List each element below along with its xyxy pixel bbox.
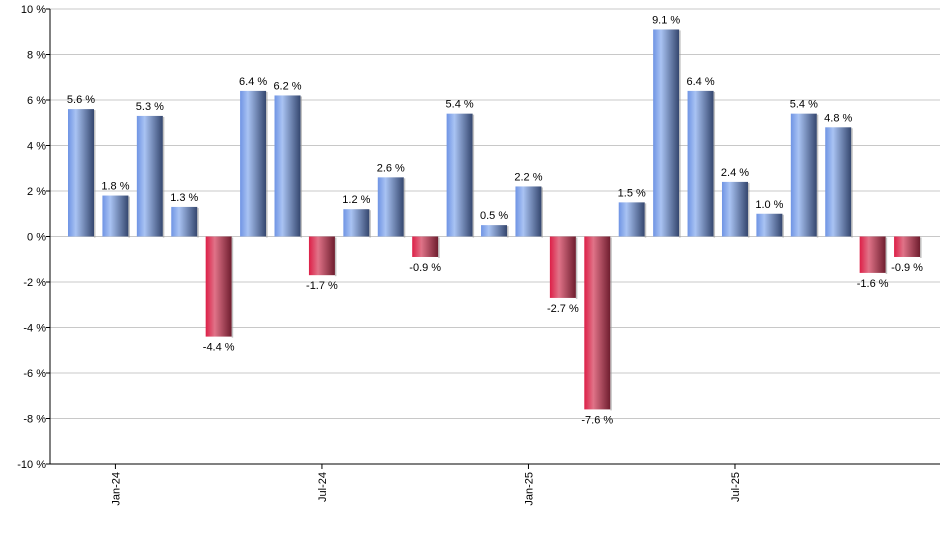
bar-shadow <box>507 226 509 238</box>
bar-Oct-24 <box>412 236 439 257</box>
y-tick-label: -8 % <box>23 414 46 426</box>
bar-shadow <box>472 114 475 238</box>
value-label: 5.4 % <box>446 99 474 111</box>
value-label: 1.2 % <box>342 194 370 206</box>
bar-Nov-25 <box>859 236 886 273</box>
value-label: 1.8 % <box>101 181 129 193</box>
bar-shadow <box>610 237 612 411</box>
value-label: -0.9 % <box>891 262 923 274</box>
bar-Dec-25 <box>894 236 921 257</box>
bar-Jul-24 <box>308 236 335 276</box>
value-label: -1.6 % <box>857 278 889 290</box>
value-label: -7.6 % <box>581 414 613 426</box>
value-label: 6.4 % <box>239 76 267 88</box>
x-tick-label: Jul-25 <box>730 472 742 502</box>
x-tick-label: Jul-24 <box>317 472 329 502</box>
value-label: 2.2 % <box>514 171 542 183</box>
value-label: -4.4 % <box>203 342 235 354</box>
y-tick-label: 4 % <box>27 141 46 153</box>
bar-shadow <box>128 196 130 238</box>
value-label: 2.4 % <box>721 167 749 179</box>
bar-Feb-25 <box>549 236 576 298</box>
bar-Sep-25 <box>790 113 817 237</box>
bar-shadow <box>679 30 681 238</box>
y-tick-label: 8 % <box>27 50 46 62</box>
bar-Apr-24 <box>205 236 232 337</box>
bar-shadow <box>438 237 440 258</box>
bars <box>68 29 922 411</box>
bar-Feb-24 <box>136 115 163 237</box>
x-tick-label: Jan-24 <box>110 472 122 506</box>
value-label: 2.6 % <box>377 162 405 174</box>
value-label: 1.0 % <box>755 199 783 211</box>
y-tick-label: -10 % <box>17 459 46 471</box>
bar-shadow <box>575 237 578 299</box>
bar-Apr-25 <box>618 202 645 237</box>
y-axis-ticks: -10 % -8 % -6 % -4 % -2 % 0 % 2 % 4 % 6 % 8 % 10 % <box>17 4 50 471</box>
value-label: 5.6 % <box>67 94 95 106</box>
bar-shadow <box>541 187 543 238</box>
value-label: -1.7 % <box>306 280 338 292</box>
bar-Jan-25 <box>515 186 542 237</box>
bar-shadow <box>851 128 853 238</box>
bar-shadow <box>94 110 96 238</box>
bar-shadow <box>197 207 199 238</box>
value-label: 9.1 % <box>652 14 680 26</box>
bar-Aug-25 <box>756 213 783 237</box>
bar-May-24 <box>240 90 267 237</box>
bar-shadow <box>816 114 819 238</box>
bar-shadow <box>747 182 750 238</box>
value-label: -2.7 % <box>547 303 579 315</box>
bar-Dec-23 <box>68 109 94 237</box>
value-label: 1.3 % <box>170 192 198 204</box>
value-label: -0.9 % <box>409 262 441 274</box>
bar-Oct-25 <box>825 127 852 237</box>
y-tick-label: -6 % <box>23 368 46 380</box>
y-tick-label: 2 % <box>27 186 46 198</box>
value-label: 6.4 % <box>686 76 714 88</box>
bar-shadow <box>644 203 647 238</box>
bar-Dec-24 <box>481 225 508 237</box>
value-label: 4.8 % <box>824 112 852 124</box>
value-label: 0.5 % <box>480 210 508 222</box>
bar-shadow <box>403 178 406 238</box>
bar-shadow <box>782 214 784 238</box>
bar-Jul-25 <box>721 181 748 237</box>
y-tick-label: 6 % <box>27 95 46 107</box>
bar-shadow <box>369 210 371 238</box>
y-tick-label: 0 % <box>27 232 46 244</box>
value-label: 5.3 % <box>136 101 164 113</box>
y-tick-label: -2 % <box>23 277 46 289</box>
value-label: 6.2 % <box>273 80 301 92</box>
x-tick-label: Jan-25 <box>523 472 535 506</box>
bar-Aug-24 <box>343 209 370 237</box>
y-tick-label: 10 % <box>21 4 46 16</box>
bar-shadow <box>885 237 888 274</box>
bar-Sep-24 <box>377 177 404 237</box>
bar-Mar-24 <box>171 206 198 237</box>
bar-Jan-24 <box>102 195 129 237</box>
x-axis-ticks: Jan-24 Jul-24 Jan-25 Jul-25 <box>110 464 742 506</box>
bar-Jun-25 <box>687 90 714 237</box>
bar-May-25 <box>653 29 680 237</box>
bar-Nov-24 <box>446 113 473 237</box>
bar-shadow <box>334 237 337 277</box>
bar-shadow <box>231 237 234 338</box>
bar-shadow <box>920 237 922 258</box>
value-label: 1.5 % <box>618 187 646 199</box>
value-label: 5.4 % <box>790 99 818 111</box>
bar-shadow <box>300 96 303 238</box>
bar-Jun-24 <box>274 95 301 237</box>
value-labels: 5.6 % 1.8 % 5.3 % 1.3 % -4.4 % 6.4 % 6.2 % -1.7… <box>67 14 923 426</box>
bar-shadow <box>162 116 165 238</box>
bar-Mar-25 <box>584 236 611 410</box>
bar-shadow <box>713 91 716 238</box>
bar-shadow <box>266 91 268 238</box>
y-tick-label: -4 % <box>23 323 46 335</box>
